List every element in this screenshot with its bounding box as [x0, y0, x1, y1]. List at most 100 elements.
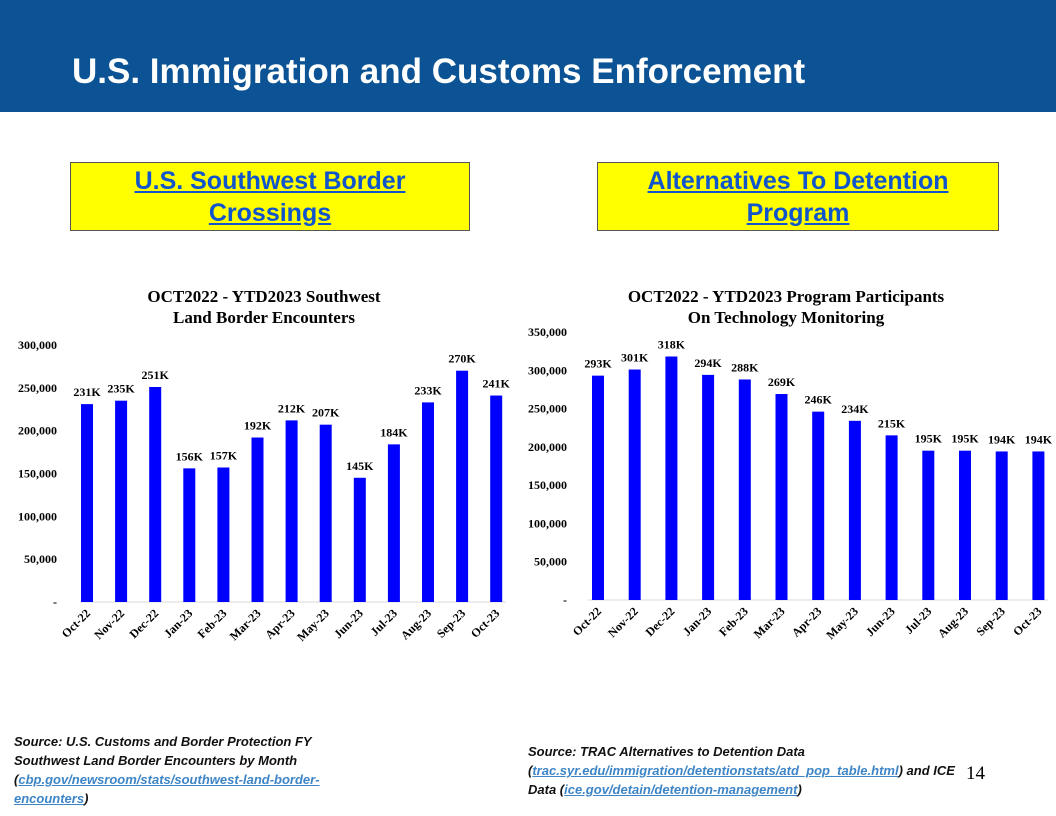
bar	[995, 451, 1008, 600]
y-tick-label: 150,000	[528, 478, 567, 492]
x-tick-label: Nov-22	[605, 604, 641, 640]
heading-link[interactable]: U.S. Southwest Border Crossings	[134, 166, 406, 227]
y-tick-label: 100,000	[18, 509, 57, 523]
data-label: 195K	[915, 432, 943, 446]
source-left: Source: U.S. Customs and Border Protecti…	[14, 734, 320, 806]
data-label: 194K	[988, 432, 1016, 446]
bar	[812, 411, 825, 600]
x-tick-label: Dec-22	[126, 606, 161, 641]
y-tick-label: 50,000	[24, 552, 57, 566]
cbp-link[interactable]: cbp.gov/newsroom/stats/southwest-land-bo…	[14, 772, 320, 806]
ice-link[interactable]: ice.gov/detain/detention-management	[564, 782, 798, 797]
bar	[775, 394, 788, 600]
data-label: 233K	[414, 383, 442, 397]
bar	[183, 468, 196, 602]
y-tick-label: -	[563, 593, 567, 607]
x-tick-label: Mar-23	[751, 604, 788, 641]
data-label: 318K	[658, 338, 686, 352]
y-tick-label: 250,000	[18, 381, 57, 395]
data-label: 270K	[448, 352, 476, 366]
data-label: 251K	[142, 368, 170, 382]
data-label: 195K	[951, 432, 979, 446]
data-label: 231K	[73, 385, 101, 399]
x-tick-label: Jul-23	[367, 606, 400, 639]
bar	[702, 374, 715, 600]
x-tick-label: Jun-23	[331, 606, 366, 641]
x-tick-label: Sep-23	[434, 606, 468, 640]
y-tick-label: 100,000	[528, 516, 567, 530]
x-tick-label: Jul-23	[902, 604, 935, 637]
bar	[959, 450, 971, 600]
header-bar	[0, 0, 1056, 112]
y-tick-label: 200,000	[18, 424, 57, 438]
chart-title: OCT2022 - YTD2023 Southwest	[147, 287, 380, 306]
x-tick-label: Sep-23	[973, 604, 1007, 638]
bar	[456, 370, 469, 602]
data-label: 145K	[346, 459, 374, 473]
data-label: 269K	[768, 375, 796, 389]
data-label: 301K	[621, 351, 649, 365]
data-label: 288K	[731, 360, 759, 374]
data-label: 184K	[380, 425, 408, 439]
bar	[115, 400, 128, 602]
x-tick-label: Aug-23	[398, 606, 434, 642]
data-label: 293K	[584, 357, 612, 371]
chart-title: Land Border Encounters	[173, 308, 355, 327]
bar	[1032, 451, 1045, 600]
x-tick-label: May-23	[294, 606, 332, 644]
x-tick-label: Jan-23	[680, 604, 714, 638]
page-number: 14	[966, 763, 985, 784]
x-tick-label: Oct-23	[468, 606, 502, 640]
atd-program-heading[interactable]: Alternatives To Detention Program	[597, 162, 999, 231]
x-tick-label: Oct-23	[1010, 604, 1044, 638]
heading-link[interactable]: Alternatives To Detention Program	[647, 166, 949, 227]
y-tick-label: 150,000	[18, 467, 57, 481]
x-tick-label: Jan-23	[161, 606, 195, 640]
x-tick-label: Dec-22	[643, 604, 678, 639]
bar	[592, 375, 604, 600]
data-label: 207K	[312, 406, 340, 420]
bar	[848, 420, 861, 600]
bar	[285, 420, 298, 602]
bar	[319, 424, 332, 602]
southwest-border-heading[interactable]: U.S. Southwest Border Crossings	[70, 162, 470, 231]
bar	[738, 379, 751, 600]
data-label: 234K	[841, 402, 869, 416]
data-label: 194K	[1025, 432, 1053, 446]
y-tick-label: 350,000	[528, 325, 567, 339]
source-right: Source: TRAC Alternatives to Detention D…	[528, 744, 955, 797]
data-label: 215K	[878, 416, 906, 430]
y-tick-label: 300,000	[528, 363, 567, 377]
bar	[217, 467, 230, 602]
x-tick-label: Aug-23	[935, 604, 971, 640]
data-label: 212K	[278, 401, 306, 415]
data-label: 157K	[210, 449, 238, 463]
y-tick-label: 50,000	[534, 555, 567, 569]
x-tick-label: Jun-23	[863, 604, 898, 639]
data-label: 156K	[176, 449, 204, 463]
chart-title: OCT2022 - YTD2023 Program Participants	[628, 287, 945, 306]
bar	[665, 356, 678, 600]
bar	[922, 450, 935, 600]
data-label: 192K	[244, 419, 272, 433]
trac-link[interactable]: trac.syr.edu/immigration/detentionstats/…	[532, 763, 899, 778]
x-tick-label: Apr-23	[789, 604, 825, 640]
x-tick-label: Oct-22	[59, 606, 93, 640]
x-tick-label: Oct-22	[570, 604, 604, 638]
x-tick-label: Feb-23	[195, 606, 230, 641]
page-title: U.S. Immigration and Customs Enforcement	[72, 52, 806, 91]
data-label: 294K	[694, 356, 722, 370]
y-tick-label: 250,000	[528, 402, 567, 416]
bar	[81, 404, 93, 602]
x-tick-label: Apr-23	[262, 606, 298, 642]
y-tick-label: 200,000	[528, 440, 567, 454]
bar	[885, 435, 898, 600]
bar	[251, 437, 264, 602]
x-tick-label: May-23	[823, 604, 861, 642]
y-tick-label: 300,000	[18, 338, 57, 352]
x-tick-label: Nov-22	[91, 606, 127, 642]
bar	[628, 369, 641, 600]
x-tick-label: Feb-23	[716, 604, 751, 639]
data-label: 241K	[483, 377, 511, 391]
